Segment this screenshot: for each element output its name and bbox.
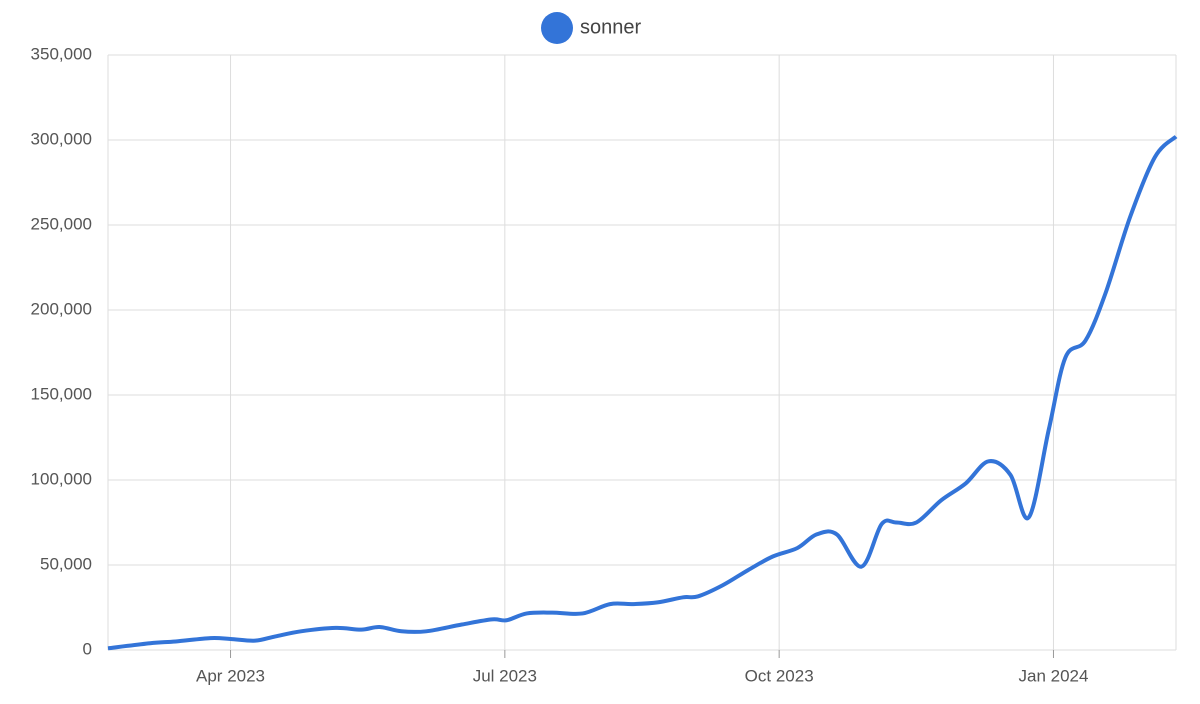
y-tick-label: 200,000 — [31, 299, 92, 318]
y-tick-label: 0 — [83, 639, 92, 658]
y-tick-label: 350,000 — [31, 44, 92, 63]
x-tick-label: Jul 2023 — [473, 666, 537, 685]
y-tick-label: 250,000 — [31, 214, 92, 233]
line — [107, 135, 1178, 651]
x-tick-label: Oct 2023 — [745, 666, 814, 685]
y-tick-label: 50,000 — [40, 554, 92, 573]
y-tick-label: 100,000 — [31, 469, 92, 488]
legend-swatch — [541, 12, 573, 44]
y-tick-label: 300,000 — [31, 129, 92, 148]
y-tick-label: 150,000 — [31, 384, 92, 403]
x-tick-label: Jan 2024 — [1018, 666, 1088, 685]
legend-label: sonner — [580, 16, 641, 38]
x-tick-label: Apr 2023 — [196, 666, 265, 685]
